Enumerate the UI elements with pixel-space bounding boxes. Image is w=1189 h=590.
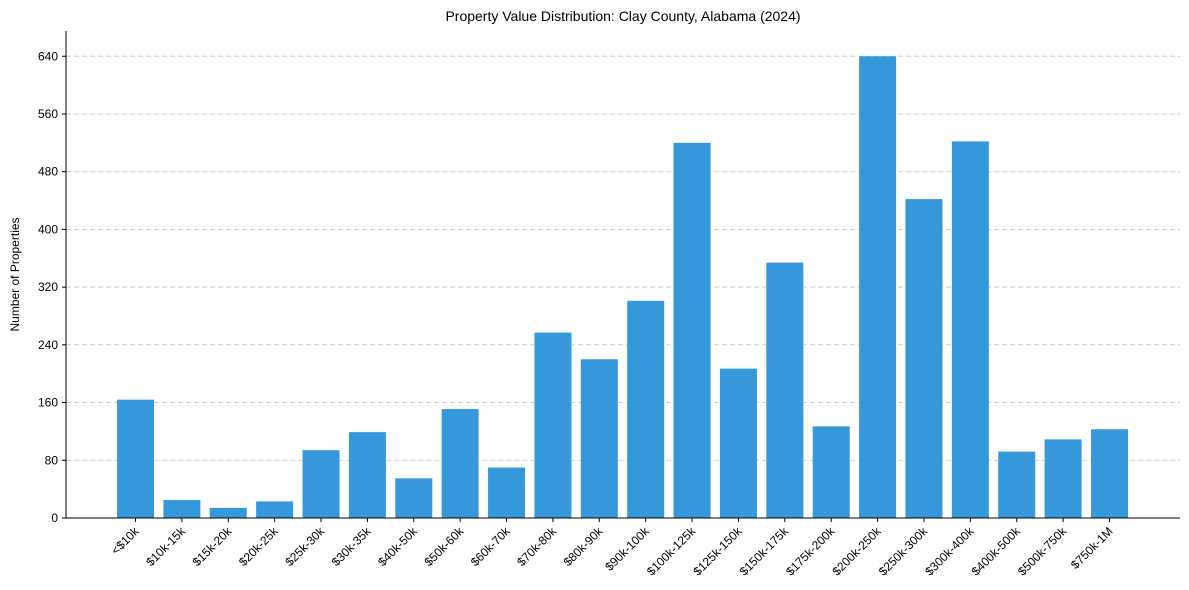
x-tick-label: $25k-30k bbox=[282, 524, 328, 570]
x-tick-label: $80k-90k bbox=[561, 524, 607, 570]
x-tick-label: $70k-80k bbox=[514, 524, 560, 570]
bar bbox=[812, 426, 850, 518]
y-tick-label: 560 bbox=[38, 107, 58, 121]
x-tick-label: $60k-70k bbox=[468, 524, 514, 570]
bar bbox=[441, 409, 479, 518]
bar bbox=[905, 199, 943, 519]
y-tick-label: 640 bbox=[38, 49, 58, 63]
bar bbox=[302, 450, 340, 518]
gridlines bbox=[66, 55, 1180, 461]
bar bbox=[163, 499, 201, 518]
y-tick-label: 0 bbox=[51, 511, 58, 525]
x-tick-label: $15k-20k bbox=[190, 524, 236, 570]
bar bbox=[117, 399, 154, 518]
bar bbox=[580, 359, 618, 518]
y-ticks: 0 80 160 240 320 400 480 560 640 bbox=[38, 49, 66, 525]
x-tick-label: $750k-1M bbox=[1068, 524, 1116, 572]
bar bbox=[209, 507, 247, 518]
x-tick-label: $40k-50k bbox=[375, 524, 421, 570]
chart-title: Property Value Distribution: Clay County… bbox=[445, 8, 800, 24]
bar bbox=[1044, 439, 1082, 518]
axes bbox=[65, 31, 1180, 519]
bar bbox=[488, 467, 526, 518]
bar bbox=[673, 142, 711, 518]
x-tick-label: $10k-15k bbox=[143, 524, 189, 570]
y-tick-label: 240 bbox=[38, 338, 58, 352]
x-tick-label: $500k-750k bbox=[1015, 524, 1070, 579]
bar bbox=[1091, 429, 1128, 518]
bar bbox=[719, 368, 757, 518]
bar bbox=[951, 141, 989, 519]
y-tick-label: 480 bbox=[38, 165, 58, 179]
y-tick-label: 160 bbox=[38, 396, 58, 410]
bar bbox=[348, 432, 386, 518]
x-ticks: <$10k $10k-15k $15k-20k $20k-25k $25k-30k $30… bbox=[108, 518, 1116, 579]
x-tick-label: <$10k bbox=[108, 524, 142, 558]
y-tick-label: 80 bbox=[45, 453, 59, 467]
x-tick-label: $50k-60k bbox=[421, 524, 467, 570]
bar bbox=[766, 262, 804, 518]
bar bbox=[627, 300, 665, 518]
bar bbox=[256, 501, 294, 518]
y-axis-label: Number of Properties bbox=[8, 217, 22, 331]
y-tick-label: 400 bbox=[38, 222, 58, 236]
bar bbox=[534, 332, 572, 518]
x-tick-label: $30k-35k bbox=[329, 524, 375, 570]
bars bbox=[117, 56, 1128, 519]
x-tick-label: $20k-25k bbox=[236, 524, 282, 570]
bar bbox=[998, 451, 1036, 518]
y-tick-label: 320 bbox=[38, 280, 58, 294]
bar bbox=[859, 56, 897, 518]
bar bbox=[395, 478, 433, 518]
